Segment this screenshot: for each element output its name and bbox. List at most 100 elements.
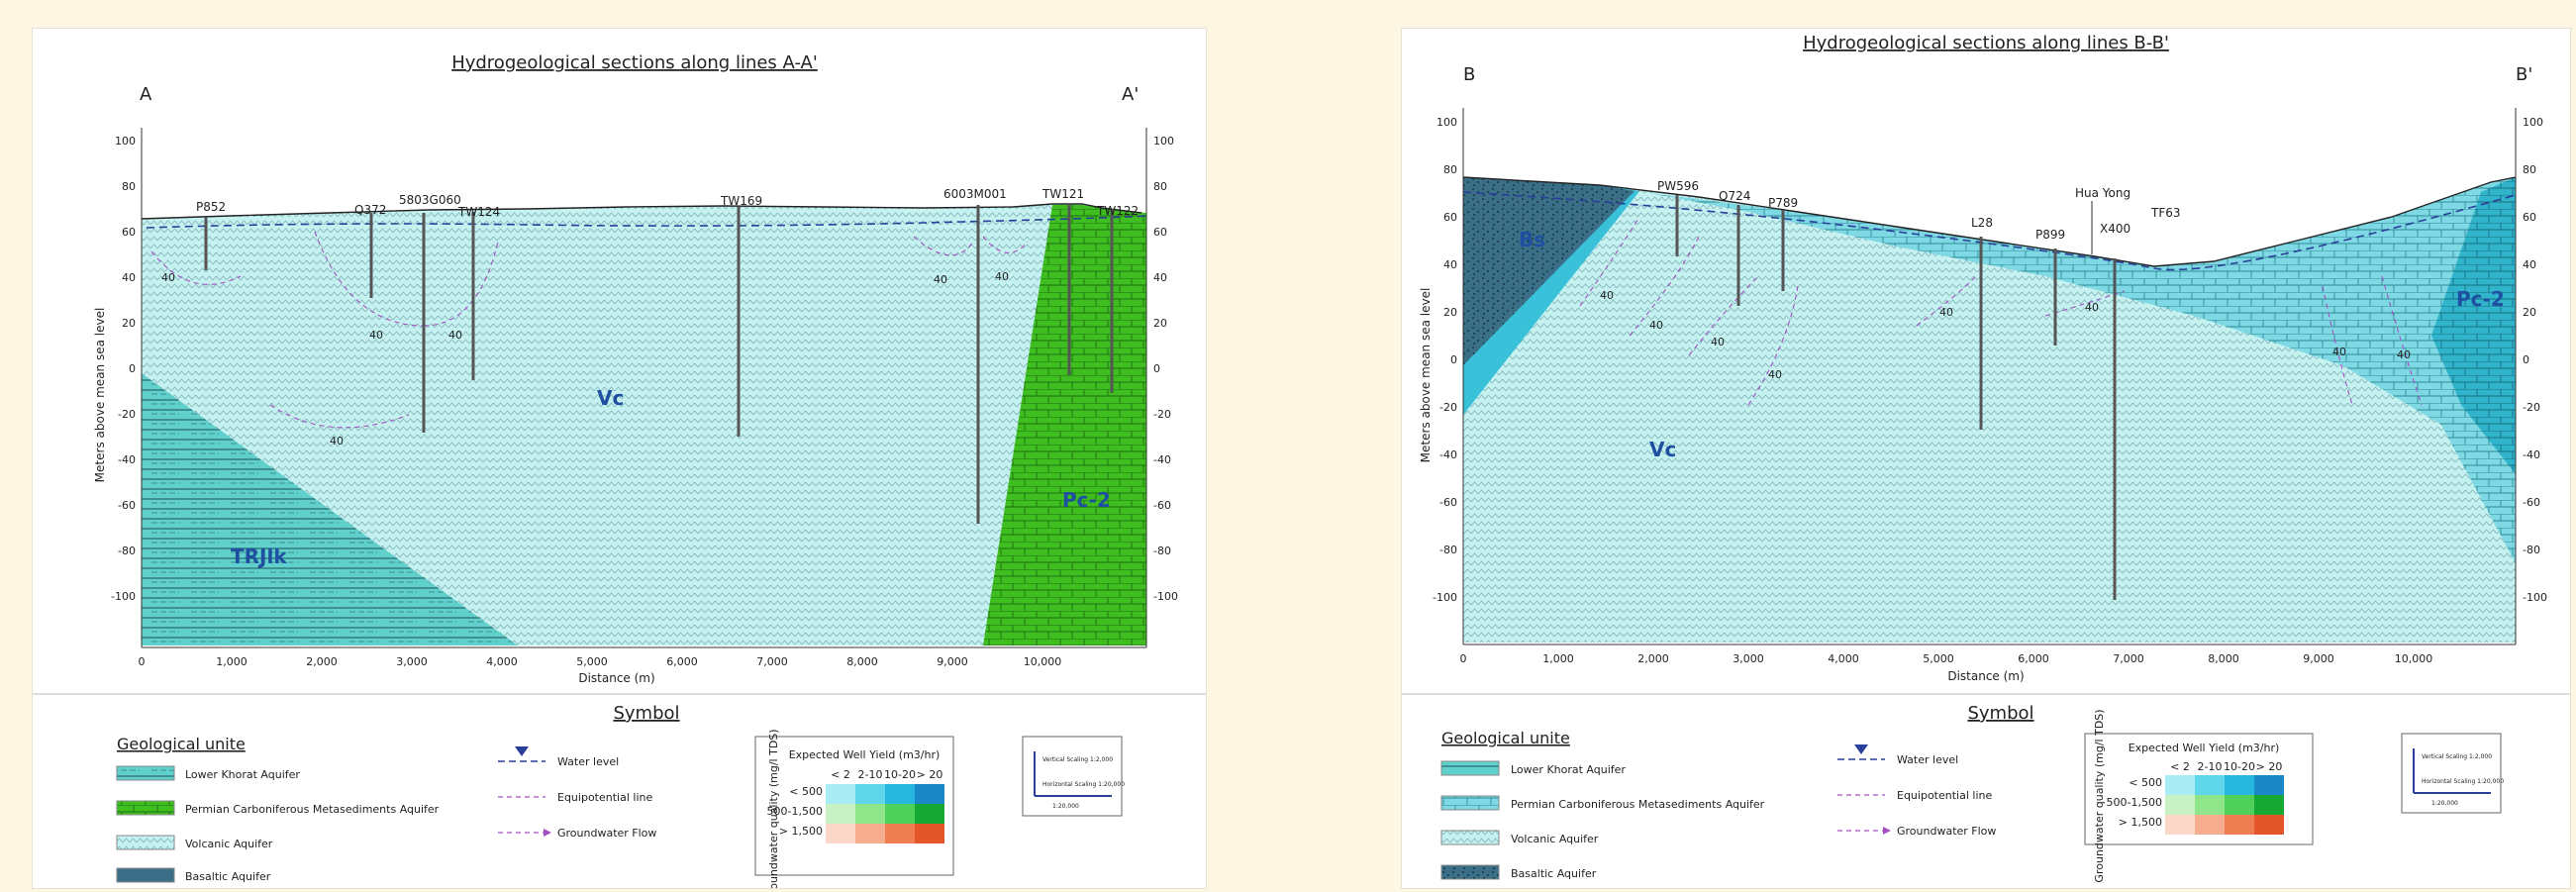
- swatch-lower-khorat: [116, 765, 175, 781]
- section-end-left: A: [140, 84, 152, 105]
- well-label: X400: [2100, 222, 2130, 236]
- flow-arrow-icon: [544, 829, 551, 837]
- yield-col-label: > 20: [917, 768, 943, 781]
- section-title: Hydrogeological sections along lines B-B…: [1803, 33, 2169, 53]
- y-tick-right: -100: [2523, 591, 2547, 604]
- equipotential-value: 40: [1649, 319, 1663, 332]
- y-tick: -80: [1439, 544, 1457, 556]
- equipotential-value: 40: [2397, 348, 2411, 361]
- section-b-panel: Hydrogeological sections along lines B-B…: [1401, 28, 2571, 889]
- y-tick: 60: [122, 226, 136, 239]
- yield-col-label: < 2: [831, 768, 850, 781]
- yield-cell: [855, 784, 885, 804]
- geo-unit-heading: Geological unite: [1441, 729, 1570, 747]
- yield-cell: [2225, 795, 2254, 815]
- yield-cell: [915, 804, 944, 824]
- x-tick: 7,000: [756, 655, 788, 668]
- yield-table-side-label: Groundwater quality (mg/l TDS): [767, 729, 780, 888]
- section-title: Hydrogeological sections along lines A-A…: [451, 52, 818, 73]
- yield-cell: [915, 784, 944, 804]
- y-tick: 20: [1443, 306, 1457, 319]
- yield-cell: [2195, 795, 2225, 815]
- yield-cell: [2195, 775, 2225, 795]
- x-tick: 7,000: [2113, 652, 2144, 665]
- y-tick: 100: [1437, 116, 1457, 129]
- y-tick: -60: [1439, 496, 1457, 509]
- yield-col-label: > 20: [2256, 760, 2283, 773]
- basaltic-aquifer-zone: [1463, 177, 1635, 365]
- well-label: TW169: [720, 194, 762, 208]
- y-tick-right: 100: [1153, 135, 1174, 148]
- section-end-left: B: [1463, 64, 1475, 85]
- y-tick-right: -40: [1153, 453, 1171, 466]
- equipotential-value: 40: [1939, 306, 1953, 319]
- yield-cell: [2254, 795, 2284, 815]
- x-tick: 1,000: [1542, 652, 1574, 665]
- equipotential-value: 40: [330, 435, 344, 447]
- well-label: TW121: [1041, 187, 1084, 201]
- well-label: TW122: [1096, 204, 1139, 218]
- x-tick: 4,000: [486, 655, 518, 668]
- y-tick-right: -40: [2523, 448, 2540, 461]
- swatch-volcanic: [116, 835, 175, 850]
- equipotential-value: 40: [995, 270, 1009, 283]
- y-tick: 20: [122, 317, 136, 330]
- swatch-basaltic: [1440, 864, 1500, 880]
- well-label: PW596: [1657, 179, 1699, 193]
- section-a-panel: Hydrogeological sections along lines A-A…: [32, 28, 1207, 892]
- well-label: P899: [2035, 228, 2065, 242]
- scale-text: Vertical Scaling 1:2,000: [1042, 756, 1113, 763]
- well-label: 5803G060: [399, 193, 461, 207]
- geo-unit-name: Basaltic Aquifer: [1511, 867, 1597, 880]
- scale-text: 1:20,000: [1052, 803, 1079, 810]
- x-tick: 5,000: [1923, 652, 1954, 665]
- yield-cell: [2165, 815, 2195, 835]
- equipotential-value: 40: [161, 271, 175, 284]
- yield-cell: [2225, 775, 2254, 795]
- line-symbol-label: Groundwater Flow: [557, 827, 656, 840]
- y-tick-right: -20: [1153, 408, 1171, 421]
- well-label: P789: [1768, 196, 1798, 210]
- y-axis-label: Meters above mean sea level: [93, 308, 107, 483]
- yield-quality-table: Expected Well Yield (m3/hr) Groundwater …: [754, 729, 954, 892]
- x-tick: 9,000: [2303, 652, 2334, 665]
- geo-unit-name: Basaltic Aquifer: [185, 870, 271, 883]
- geo-unit-legend: Lower Khorat Aquifer Permian Carbonifero…: [116, 765, 440, 883]
- geo-unit-name: Volcanic Aquifer: [1511, 833, 1599, 845]
- permian-aquifer-zone: [983, 205, 1146, 645]
- well-lines: [204, 204, 1114, 524]
- y-tick: 0: [1450, 353, 1457, 366]
- yield-cell: [855, 824, 885, 843]
- yield-row-label: 500-1,500: [767, 805, 823, 818]
- y-tick-right: 40: [1153, 271, 1167, 284]
- y-tick-right: 20: [1153, 317, 1167, 330]
- yield-cell: [826, 824, 855, 843]
- yield-cell: [2165, 775, 2195, 795]
- y-tick: -20: [118, 408, 136, 421]
- yield-col-label: 2-10: [2198, 760, 2223, 773]
- yield-row-label: < 500: [2129, 776, 2162, 789]
- unit-label-pc2: Pc-2: [1062, 488, 1111, 512]
- x-axis-label: Distance (m): [578, 671, 654, 685]
- line-symbol-label: Equipotential line: [1897, 789, 1992, 802]
- yield-table-title: Expected Well Yield (m3/hr): [2129, 742, 2280, 754]
- well-label: Q724: [1719, 189, 1750, 203]
- y-tick-right: 40: [2523, 258, 2536, 271]
- unit-label-trjlk: TRJlk: [231, 545, 287, 568]
- y-tick-right: 0: [2523, 353, 2529, 366]
- y-tick-right: 80: [1153, 180, 1167, 193]
- y-tick: 0: [129, 362, 136, 375]
- x-tick: 0: [139, 655, 146, 668]
- section-end-right: A': [1122, 84, 1139, 105]
- symbol-heading: Symbol: [1967, 703, 2033, 724]
- yield-row-label: > 1,500: [779, 825, 823, 838]
- y-axis-label: Meters above mean sea level: [1419, 288, 1433, 463]
- x-tick: 2,000: [306, 655, 338, 668]
- line-symbol-label: Water level: [557, 755, 619, 768]
- yield-cell: [2254, 775, 2284, 795]
- y-tick: -20: [1439, 401, 1457, 414]
- y-tick-right: 60: [2523, 211, 2536, 224]
- water-level-icon: [515, 746, 529, 756]
- line-symbol-label: Equipotential line: [557, 791, 652, 804]
- swatch-lower-khorat: [1440, 760, 1500, 776]
